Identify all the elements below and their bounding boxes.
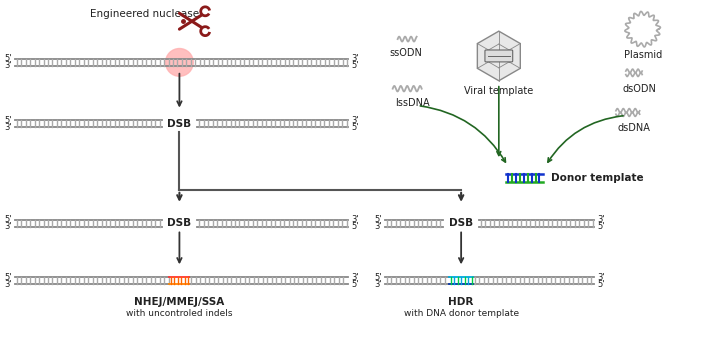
Text: DSB: DSB (449, 218, 473, 228)
Text: 5': 5' (597, 222, 605, 231)
Text: 5': 5' (4, 116, 12, 125)
Text: 3': 3' (4, 61, 12, 70)
Text: Viral template: Viral template (464, 86, 533, 96)
Text: 3': 3' (351, 215, 359, 224)
Text: 3': 3' (4, 123, 12, 132)
Text: 5': 5' (4, 55, 12, 63)
Text: HDR: HDR (448, 297, 474, 307)
Text: dsODN: dsODN (623, 84, 656, 94)
Text: 5': 5' (4, 273, 12, 282)
Text: dsDNA: dsDNA (617, 124, 650, 134)
Text: NHEJ/MMEJ/SSA: NHEJ/MMEJ/SSA (135, 297, 224, 307)
Text: 5': 5' (375, 273, 382, 282)
Text: 3': 3' (351, 116, 359, 125)
Text: Donor template: Donor template (552, 173, 644, 183)
Text: with uncontroled indels: with uncontroled indels (126, 309, 233, 318)
Text: 5': 5' (351, 279, 358, 289)
Text: 3': 3' (4, 222, 12, 231)
Text: 3': 3' (597, 215, 605, 224)
Text: ssODN: ssODN (389, 48, 422, 58)
Text: 3': 3' (351, 55, 359, 63)
Text: Plasmid: Plasmid (624, 50, 662, 60)
Text: with DNA donor template: with DNA donor template (404, 309, 519, 318)
Text: 3': 3' (374, 222, 382, 231)
Text: lssDNA: lssDNA (395, 98, 430, 108)
Text: Engineered nuclease: Engineered nuclease (90, 9, 199, 19)
Text: 5': 5' (597, 279, 605, 289)
Text: 5': 5' (351, 123, 358, 132)
Text: 3': 3' (597, 273, 605, 282)
Circle shape (166, 49, 193, 76)
Text: DSB: DSB (167, 218, 191, 228)
Text: DSB: DSB (167, 119, 191, 129)
Text: 5': 5' (375, 215, 382, 224)
Text: 3': 3' (351, 273, 359, 282)
Text: 3': 3' (4, 279, 12, 289)
Text: 3': 3' (374, 279, 382, 289)
Text: 5': 5' (4, 215, 12, 224)
FancyBboxPatch shape (485, 50, 513, 62)
Text: 5': 5' (351, 222, 358, 231)
Text: 5': 5' (351, 61, 358, 70)
Polygon shape (477, 31, 520, 81)
